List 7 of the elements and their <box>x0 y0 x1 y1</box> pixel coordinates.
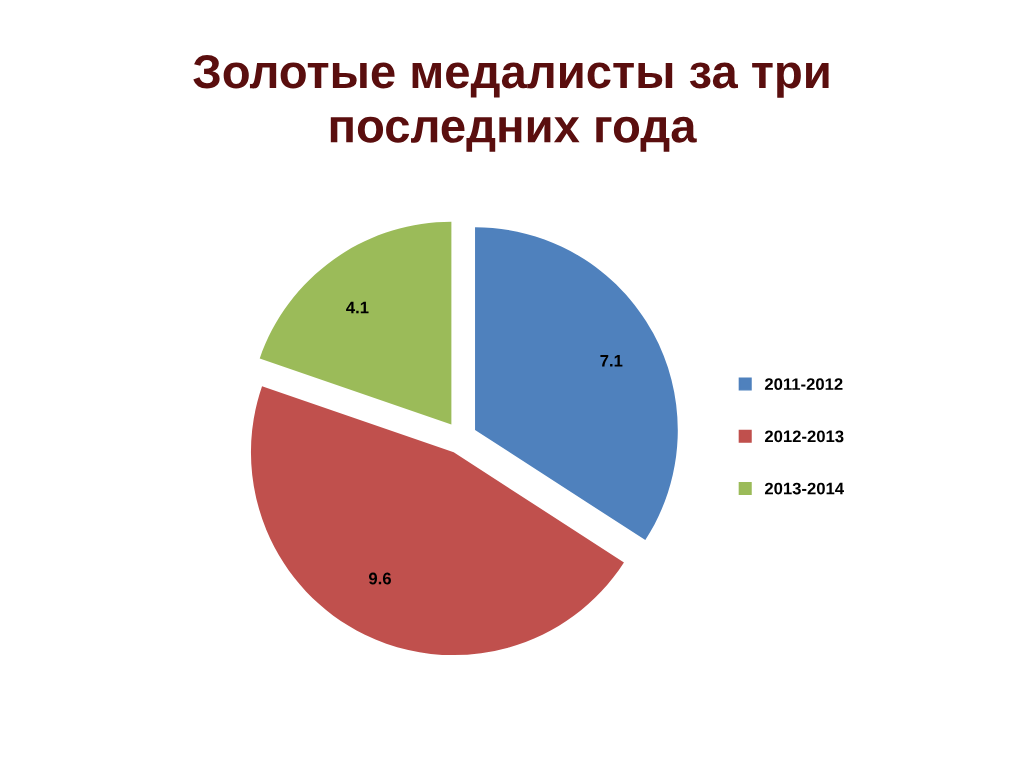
legend-label: 2012-2013 <box>764 430 844 443</box>
legend-label: 2013-2014 <box>764 482 844 495</box>
legend-label: 2011-2012 <box>764 378 843 391</box>
data-label: 4.1 <box>346 301 369 314</box>
chart-title: Золотые медалисты за три последних года <box>193 55 829 152</box>
data-label: 7.1 <box>600 355 623 367</box>
data-label: 9.6 <box>368 572 391 585</box>
